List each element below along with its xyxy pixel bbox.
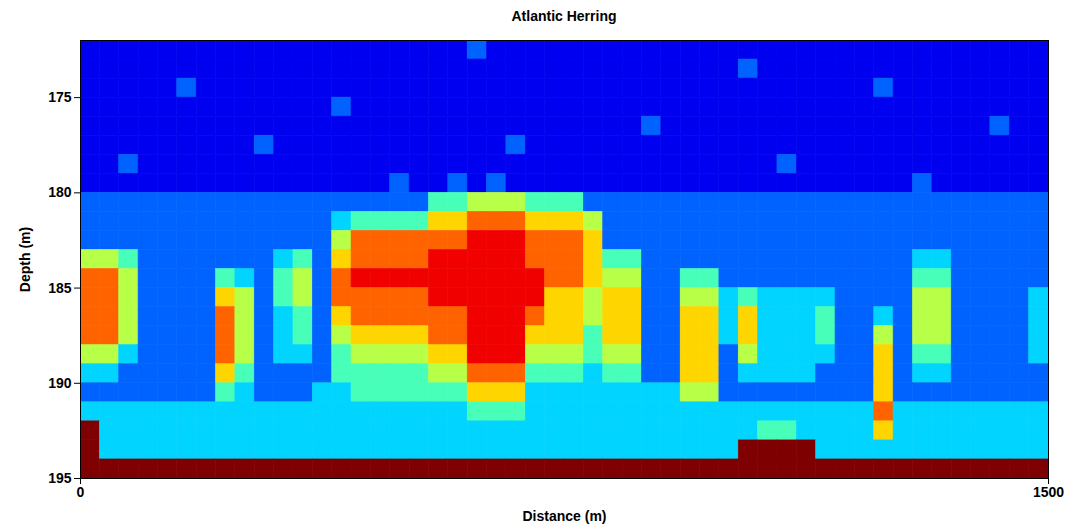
svg-text:185: 185 xyxy=(48,280,72,296)
svg-text:175: 175 xyxy=(48,89,72,105)
svg-text:Depth (m): Depth (m) xyxy=(17,227,33,292)
svg-text:190: 190 xyxy=(48,375,72,391)
svg-text:1500: 1500 xyxy=(1033,484,1064,500)
svg-text:180: 180 xyxy=(48,184,72,200)
html-text:Atlantic Herring: Atlantic Herring xyxy=(511,8,617,24)
svg-text:0: 0 xyxy=(77,484,85,500)
svg-text:Distance (m): Distance (m) xyxy=(522,508,606,524)
svg-text:195: 195 xyxy=(48,470,72,486)
